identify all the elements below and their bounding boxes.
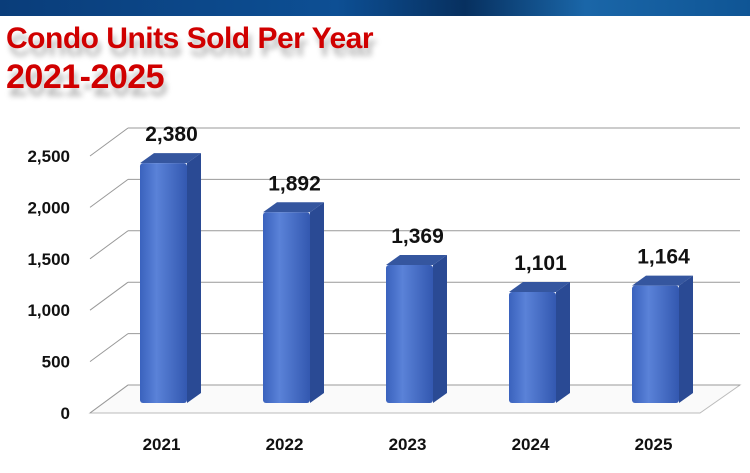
bar (632, 285, 679, 403)
y-tick-label: 1,000 (27, 301, 70, 320)
bar-top (386, 255, 447, 266)
bar (140, 163, 187, 403)
data-label: 1,369 (391, 225, 444, 248)
bar (386, 265, 433, 403)
data-label: 1,101 (514, 252, 567, 275)
data-label: 1,892 (268, 172, 321, 195)
y-tick-label: 500 (42, 353, 70, 372)
bar (509, 292, 556, 403)
x-tick-label: 2024 (512, 435, 550, 454)
bar-side (187, 153, 201, 403)
x-tick-label: 2025 (635, 435, 673, 454)
y-tick-label: 2,500 (27, 147, 70, 166)
chart-subtitle: 2021-2025 (6, 58, 165, 96)
gridline-side (89, 127, 129, 157)
header-banner (0, 0, 750, 16)
gridline-side (89, 230, 129, 260)
y-tick-label: 2,000 (27, 198, 70, 217)
data-label: 2,380 (145, 123, 198, 146)
gridline-side (89, 281, 129, 311)
bar-top (632, 275, 693, 286)
gridline-side (89, 384, 129, 414)
bar-top (509, 282, 570, 293)
y-tick-label: 1,500 (27, 250, 70, 269)
x-tick-label: 2023 (389, 435, 427, 454)
bar-top (263, 202, 324, 213)
y-tick-label: 0 (61, 404, 70, 423)
x-tick-label: 2021 (143, 435, 181, 454)
bar-side (433, 255, 447, 403)
bar (263, 212, 310, 403)
gridline-side (89, 333, 129, 363)
gridline-side (89, 178, 129, 208)
bar-side (679, 275, 693, 403)
chart-title: Condo Units Sold Per Year (6, 22, 374, 55)
bar-side (310, 202, 324, 403)
bar-side (556, 282, 570, 403)
bar-top (140, 153, 201, 164)
data-label: 1,164 (637, 246, 690, 269)
x-tick-label: 2022 (266, 435, 304, 454)
